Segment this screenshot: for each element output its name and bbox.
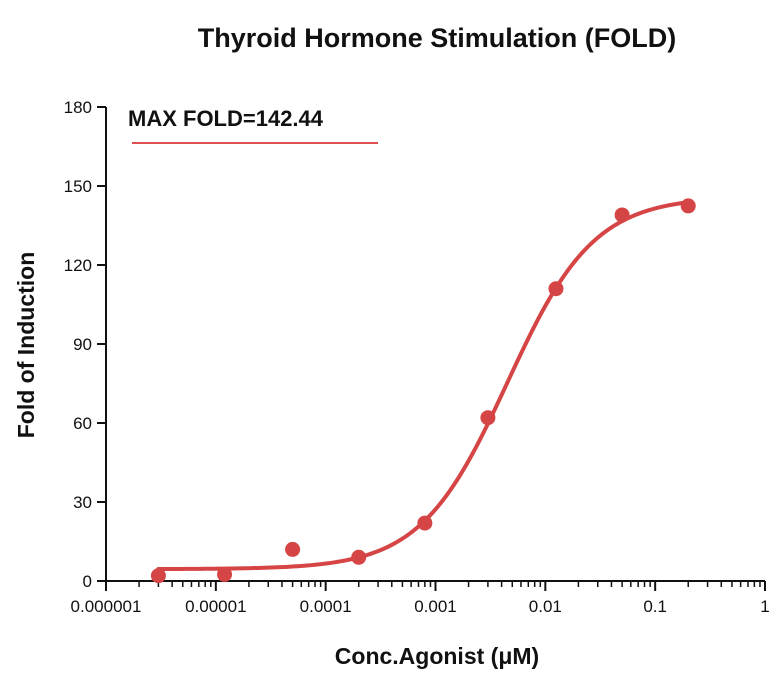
- data-point: [417, 515, 433, 531]
- data-point: [150, 568, 166, 584]
- x-tick-label: 0.000001: [71, 597, 142, 616]
- x-tick-label: 0.001: [414, 597, 457, 616]
- data-point: [614, 207, 630, 223]
- fit-curve: [156, 200, 691, 572]
- y-tick-label: 120: [64, 256, 92, 275]
- max-fold-label: MAX FOLD=142.44: [128, 106, 324, 131]
- y-tick-label: 0: [83, 572, 92, 591]
- y-axis-ticks: 0 30 60 90 120 150 180: [64, 98, 106, 591]
- x-axis-ticks: 0.000001 0.00001 0.0001 0.001 0.01 0.1 1: [71, 581, 770, 616]
- y-tick-label: 150: [64, 177, 92, 196]
- x-tick-label: 0.1: [643, 597, 667, 616]
- data-point: [351, 549, 367, 565]
- y-tick-label: 180: [64, 98, 92, 117]
- y-tick-label: 30: [73, 493, 92, 512]
- y-axis-title: Fold of Induction: [13, 252, 39, 439]
- x-axis-minor-ticks: [138, 581, 761, 587]
- y-tick-label: 60: [73, 414, 92, 433]
- x-tick-label: 0.0001: [300, 597, 352, 616]
- max-fold-annotation: MAX FOLD=142.44: [128, 106, 378, 144]
- x-axis-title: Conc.Agonist (μM): [335, 643, 539, 669]
- x-tick-label: 1: [760, 597, 769, 616]
- data-point: [548, 281, 564, 297]
- y-tick-label: 90: [73, 335, 92, 354]
- data-points: [150, 198, 696, 584]
- x-tick-label: 0.00001: [185, 597, 246, 616]
- chart-title: Thyroid Hormone Stimulation (FOLD): [198, 23, 676, 53]
- x-tick-label: 0.01: [529, 597, 562, 616]
- data-point: [285, 541, 301, 557]
- data-point: [480, 410, 496, 426]
- data-point: [217, 566, 233, 582]
- data-point: [680, 198, 696, 214]
